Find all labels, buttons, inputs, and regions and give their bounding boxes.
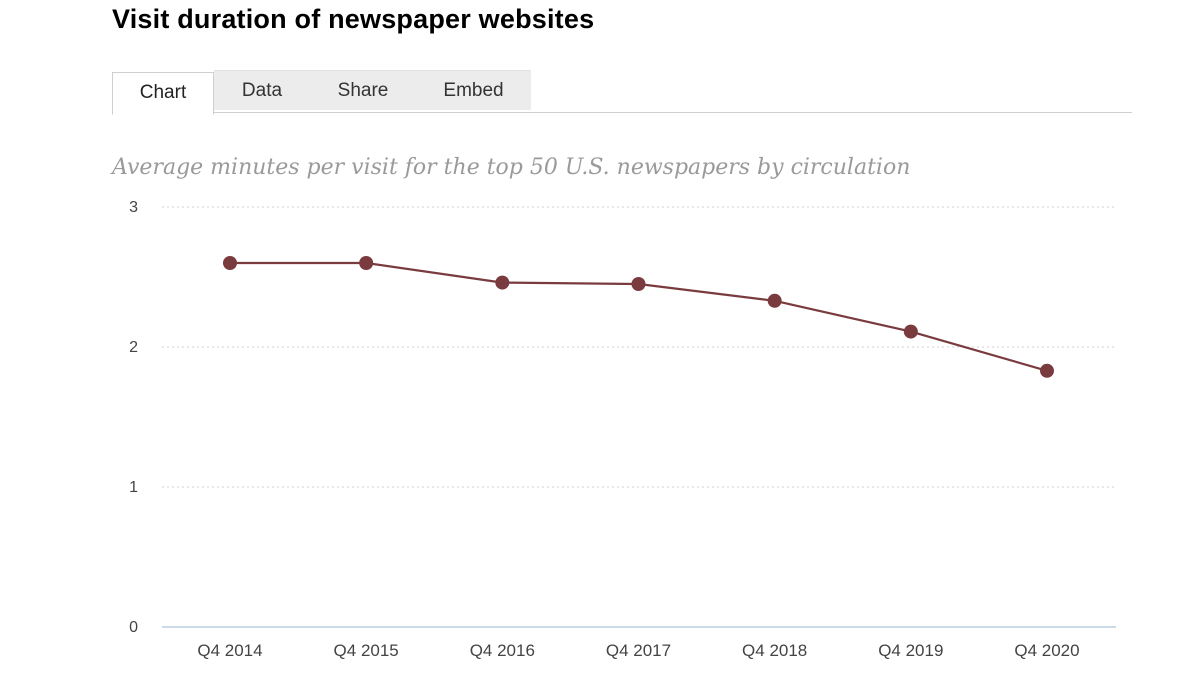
data-point [631, 277, 646, 291]
x-tick-label: Q4 2018 [742, 641, 807, 660]
y-axis-ticks: 0 1 2 3 [129, 199, 138, 636]
data-point [495, 275, 510, 290]
y-tick-label: 2 [129, 339, 138, 356]
chart-subtitle: Average minutes per visit for the top 50… [112, 155, 911, 180]
tab-embed[interactable]: Embed [416, 70, 531, 110]
x-tick-label: Q4 2016 [470, 641, 535, 660]
x-axis-ticks: Q4 2014 Q4 2015 Q4 2016 Q4 2017 Q4 2018 Q4 20… [197, 641, 1079, 660]
chart-title: Visit duration of newspaper websites [112, 4, 595, 34]
y-tick-label: 1 [129, 479, 138, 496]
y-tick-label: 3 [129, 199, 138, 216]
data-point [767, 293, 782, 308]
x-tick-label: Q4 2015 [334, 641, 399, 660]
data-point [903, 324, 918, 339]
data-point [1040, 363, 1054, 378]
y-tick-label: 0 [129, 619, 138, 636]
data-point [359, 256, 374, 270]
x-tick-label: Q4 2017 [606, 641, 671, 660]
tab-data[interactable]: Data [214, 70, 310, 110]
x-tick-label: Q4 2014 [197, 641, 262, 660]
x-tick-label: Q4 2019 [878, 641, 943, 660]
tab-bar: Chart Data Share Embed [112, 70, 1132, 115]
series-points [223, 256, 1054, 378]
tab-chart[interactable]: Chart [112, 72, 214, 115]
data-point [223, 256, 237, 270]
gridlines [162, 206, 1116, 628]
tab-share[interactable]: Share [310, 70, 416, 110]
x-tick-label: Q4 2020 [1014, 641, 1079, 660]
